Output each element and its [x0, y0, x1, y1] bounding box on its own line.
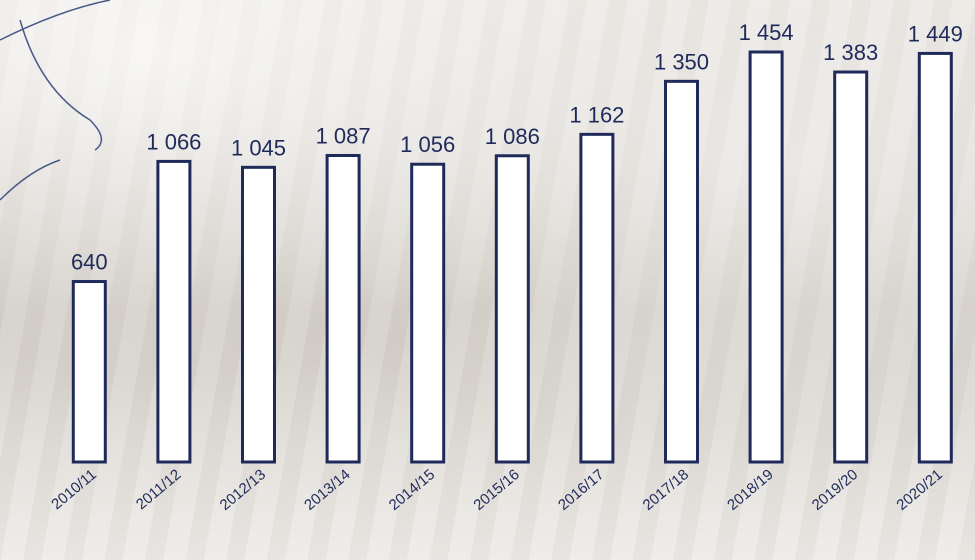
chart: 640 2010/11 1 066 2011/12 1 045 2012/13 1 087 2…	[0, 0, 975, 560]
bar	[919, 53, 951, 462]
x-tick-label: 2011/12	[133, 466, 185, 513]
x-tick-label: 2015/16	[470, 466, 522, 514]
bar	[327, 155, 359, 462]
bar	[581, 134, 613, 462]
x-tick-label: 2014/15	[386, 466, 438, 514]
x-tick-label: 2010/11	[48, 466, 100, 513]
value-label: 1 350	[654, 49, 709, 74]
x-tick-label: 2019/20	[809, 466, 861, 514]
x-tick-label: 2013/14	[301, 466, 353, 514]
bar	[666, 81, 698, 462]
value-label: 1 066	[146, 129, 201, 154]
x-tick-label: 2018/19	[724, 466, 776, 514]
x-tick-label: 2016/17	[555, 466, 607, 514]
bar	[243, 167, 275, 462]
value-label: 1 086	[485, 124, 540, 149]
x-tick-label: 2012/13	[217, 466, 269, 514]
bar	[73, 282, 105, 462]
value-label: 1 045	[231, 135, 286, 160]
value-label: 1 087	[316, 123, 371, 148]
decoration	[0, 0, 110, 200]
bar	[412, 164, 444, 462]
value-label: 1 383	[823, 40, 878, 65]
bar	[750, 52, 782, 462]
chart-background: 640 2010/11 1 066 2011/12 1 045 2012/13 1 087 2…	[0, 0, 975, 560]
value-label: 1 056	[400, 132, 455, 157]
value-label: 1 162	[569, 102, 624, 127]
bar	[835, 72, 867, 462]
value-label: 1 449	[908, 21, 963, 46]
x-tick-label: 2020/21	[893, 466, 945, 514]
bar	[496, 156, 528, 462]
value-label: 640	[71, 250, 108, 275]
value-label: 1 454	[739, 20, 794, 45]
x-tick-label: 2017/18	[640, 466, 692, 514]
bar	[158, 161, 190, 462]
